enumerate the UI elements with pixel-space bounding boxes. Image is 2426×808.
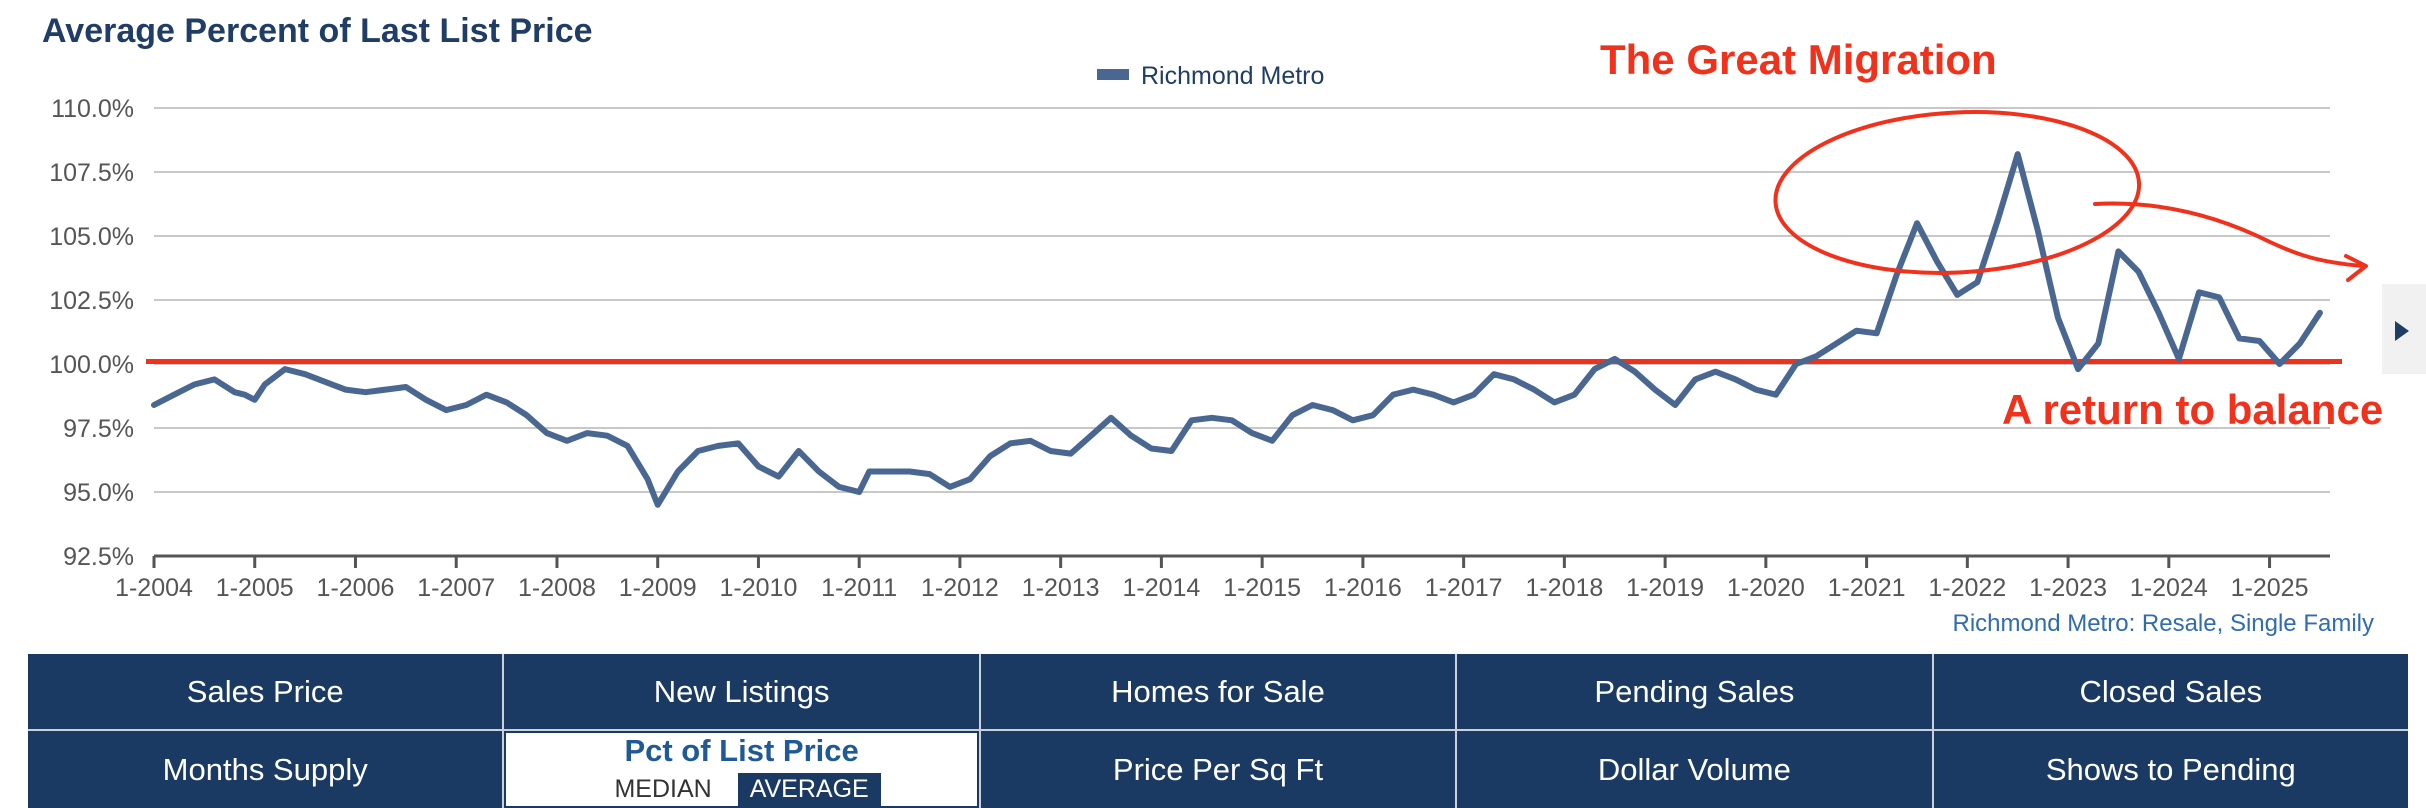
x-tick-label: 1-2022: [1928, 574, 2006, 602]
y-tick-label: 102.5%: [49, 287, 134, 315]
chart-area: Average Percent of Last List Price Richm…: [42, 12, 2426, 637]
y-tick-label: 105.0%: [49, 223, 134, 251]
x-tick-label: 1-2010: [720, 574, 798, 602]
tab-pending-sales[interactable]: Pending Sales: [1457, 654, 1932, 729]
series-line-richmond-metro[interactable]: [151, 151, 2323, 508]
x-tick-label: 1-2004: [115, 574, 193, 602]
chart-title: Average Percent of Last List Price: [42, 12, 593, 50]
x-tick-label: 1-2005: [216, 574, 294, 602]
y-tick-label: 107.5%: [49, 159, 134, 187]
tab-shows-to-pending[interactable]: Shows to Pending: [1933, 731, 2408, 808]
average-toggle[interactable]: AVERAGE: [737, 773, 881, 806]
x-tick-label: 1-2017: [1425, 574, 1503, 602]
x-tick-label: 1-2014: [1122, 574, 1200, 602]
legend-swatch: [1097, 69, 1129, 80]
x-tick-label: 1-2016: [1324, 574, 1402, 602]
y-tick-label: 92.5%: [63, 543, 134, 571]
x-tick-label: 1-2009: [619, 574, 697, 602]
tab-closed-sales[interactable]: Closed Sales: [1933, 654, 2408, 729]
y-tick-label: 110.0%: [51, 95, 134, 123]
x-tick-label: 1-2019: [1626, 574, 1704, 602]
x-tick-label: 1-2018: [1525, 574, 1603, 602]
x-tick-label: 1-2024: [2130, 574, 2208, 602]
hand-drawn-circle: [1773, 110, 2142, 275]
trend-arrow-line: [2093, 201, 2364, 268]
median-average-toggle: MEDIAN AVERAGE: [602, 773, 881, 806]
tab-sales-price[interactable]: Sales Price: [28, 654, 503, 729]
x-tick-label: 1-2025: [2231, 574, 2309, 602]
tab-new-listings[interactable]: New Listings: [504, 654, 979, 729]
legend[interactable]: Richmond Metro: [1097, 62, 1324, 90]
source-label: Richmond Metro: Resale, Single Family: [1953, 610, 2375, 637]
y-tick-label: 97.5%: [63, 415, 134, 443]
median-toggle[interactable]: MEDIAN: [614, 775, 712, 803]
metric-nav: Sales Price New Listings Homes for Sale …: [28, 654, 2408, 808]
y-tick-label: 95.0%: [63, 479, 134, 507]
tab-dollar-volume[interactable]: Dollar Volume: [1457, 731, 1932, 808]
x-tick-label: 1-2008: [518, 574, 596, 602]
y-tick-label: 100.0%: [49, 351, 134, 379]
expand-arrow-icon[interactable]: [2395, 321, 2409, 341]
tab-pct-of-list-price[interactable]: Pct of List Price MEDIAN AVERAGE: [504, 731, 979, 808]
x-tick-label: 1-2023: [2029, 574, 2107, 602]
x-tick-label: 1-2012: [921, 574, 999, 602]
arrow-head-icon: [2344, 254, 2368, 282]
annotation-great-migration: The Great Migration: [1600, 36, 1997, 83]
x-tick-label: 1-2021: [1828, 574, 1906, 602]
x-tick-label: 1-2015: [1223, 574, 1301, 602]
x-tick-label: 1-2020: [1727, 574, 1805, 602]
active-tab-label: Pct of List Price: [624, 733, 859, 768]
x-tick-label: 1-2007: [417, 574, 495, 602]
x-tick-label: 1-2011: [821, 574, 897, 602]
x-tick-label: 1-2013: [1022, 574, 1100, 602]
tab-months-supply[interactable]: Months Supply: [28, 731, 503, 808]
legend-label: Richmond Metro: [1141, 62, 1324, 90]
tab-price-per-sq-ft[interactable]: Price Per Sq Ft: [980, 731, 1456, 808]
x-tick-label: 1-2006: [317, 574, 395, 602]
tab-homes-for-sale[interactable]: Homes for Sale: [980, 654, 1456, 729]
annotation-return-to-balance: A return to balance: [2002, 386, 2383, 433]
